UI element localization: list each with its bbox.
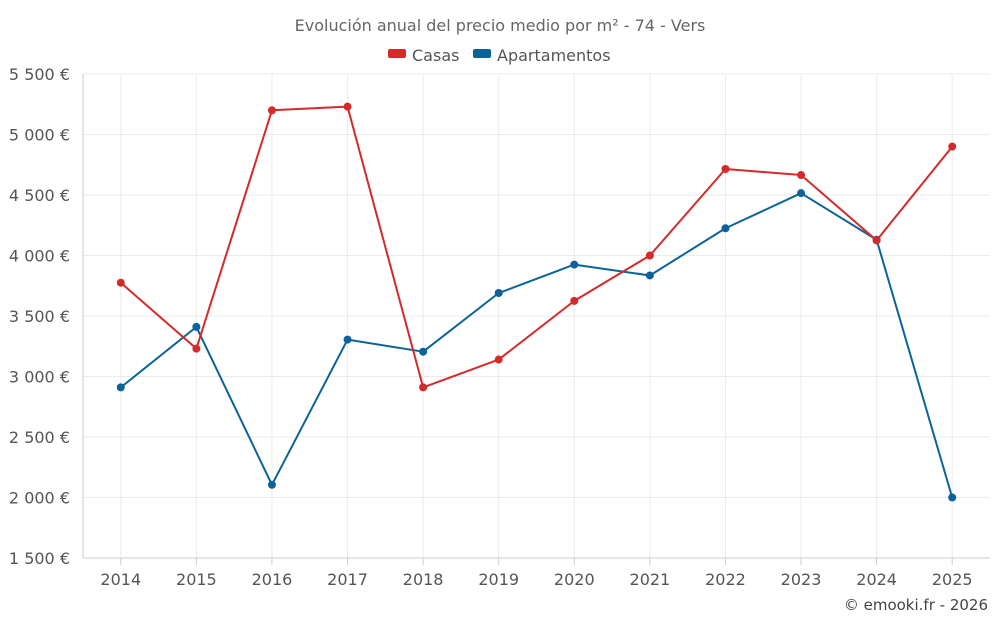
- data-point-casas: [494, 355, 503, 364]
- data-point-apartamentos: [570, 260, 579, 269]
- x-tick-label: 2024: [856, 570, 897, 589]
- data-point-apartamentos: [343, 335, 352, 344]
- x-tick-label: 2018: [403, 570, 444, 589]
- legend-label-apartamentos: Apartamentos: [497, 46, 611, 65]
- data-point-casas: [343, 102, 352, 111]
- data-point-casas: [419, 383, 428, 392]
- x-tick-label: 2014: [100, 570, 141, 589]
- x-tick-label: 2016: [252, 570, 293, 589]
- data-point-casas: [116, 278, 125, 287]
- data-point-casas: [721, 164, 730, 173]
- credit-text: © emooki.fr - 2026: [844, 596, 988, 614]
- data-point-apartamentos: [419, 347, 428, 356]
- y-tick-label: 2 500 €: [9, 428, 70, 447]
- data-point-casas: [872, 236, 881, 245]
- x-tick-label: 2023: [781, 570, 822, 589]
- x-tick-label: 2021: [630, 570, 671, 589]
- y-tick-label: 4 500 €: [9, 186, 70, 205]
- data-point-casas: [645, 251, 654, 260]
- y-tick-label: 5 000 €: [9, 126, 70, 145]
- data-point-apartamentos: [948, 493, 957, 502]
- data-point-apartamentos: [116, 383, 125, 392]
- legend-label-casas: Casas: [412, 46, 459, 65]
- y-tick-label: 4 000 €: [9, 247, 70, 266]
- data-point-apartamentos: [494, 289, 503, 298]
- x-tick-label: 2025: [932, 570, 973, 589]
- legend: Casas Apartamentos: [388, 46, 611, 65]
- data-point-apartamentos: [267, 480, 276, 489]
- series-line-casas: [120, 105, 953, 389]
- x-tick-label: 2020: [554, 570, 595, 589]
- data-point-casas: [797, 171, 806, 180]
- series: [116, 102, 957, 502]
- data-point-apartamentos: [645, 271, 654, 280]
- axes: 1 500 € 2 000 € 2 500 € 3 000 € 3 500 € 4 000…: [9, 65, 990, 589]
- legend-swatch-casas: [388, 49, 406, 58]
- y-tick-label: 3 000 €: [9, 368, 70, 387]
- x-tick-label: 2019: [478, 570, 519, 589]
- y-tick-label: 2 000 €: [9, 489, 70, 508]
- chart-title: Evolución anual del precio medio por m² …: [295, 16, 706, 35]
- data-point-casas: [192, 344, 201, 353]
- legend-swatch-apartamentos: [473, 49, 491, 58]
- x-tick-label: 2017: [327, 570, 368, 589]
- data-point-casas: [267, 106, 276, 115]
- data-point-apartamentos: [797, 189, 806, 198]
- x-tick-label: 2015: [176, 570, 217, 589]
- y-tick-label: 5 500 €: [9, 65, 70, 84]
- data-point-casas: [948, 142, 957, 151]
- y-tick-label: 3 500 €: [9, 307, 70, 326]
- data-point-apartamentos: [192, 322, 201, 331]
- x-tick-label: 2022: [705, 570, 746, 589]
- data-point-casas: [570, 296, 579, 305]
- y-tick-label: 1 500 €: [9, 549, 70, 568]
- data-point-apartamentos: [721, 224, 730, 233]
- grid: [83, 73, 990, 558]
- series-line-apartamentos: [120, 192, 954, 498]
